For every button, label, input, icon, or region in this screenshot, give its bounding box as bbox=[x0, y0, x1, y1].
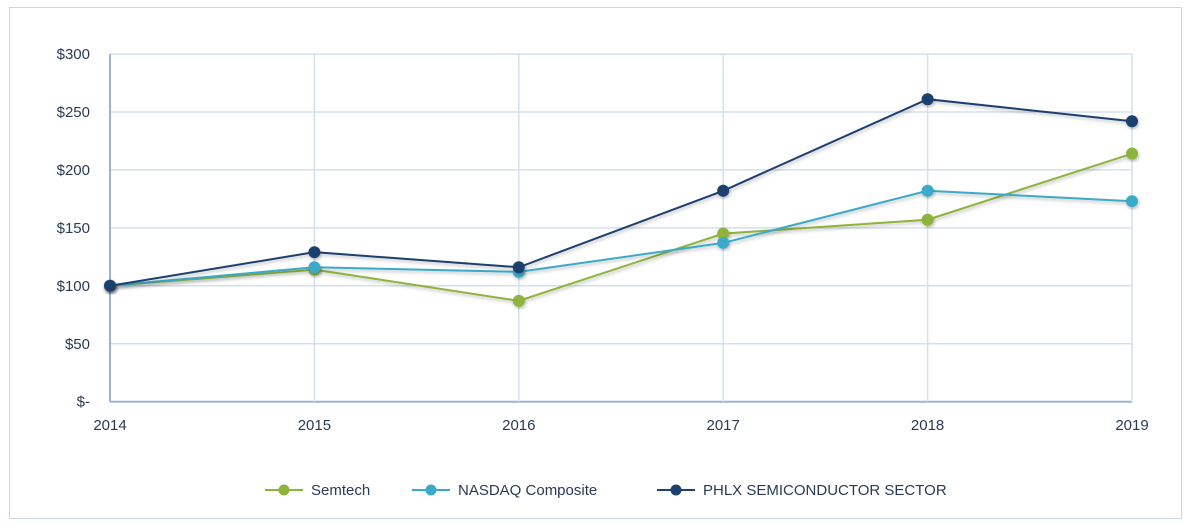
data-point bbox=[308, 246, 321, 259]
data-point bbox=[104, 279, 116, 292]
x-tick-label: 2014 bbox=[93, 417, 126, 434]
y-tick-label: $250 bbox=[57, 104, 90, 121]
x-tick-label: 2015 bbox=[298, 417, 331, 434]
legend-marker bbox=[670, 484, 682, 496]
data-point bbox=[308, 261, 321, 274]
x-tick-label: 2019 bbox=[1115, 417, 1148, 434]
series-line bbox=[109, 152, 1133, 302]
data-point bbox=[921, 93, 934, 106]
series-line bbox=[109, 98, 1133, 287]
data-point bbox=[512, 261, 525, 274]
data-point bbox=[1126, 115, 1138, 128]
data-point bbox=[512, 294, 525, 307]
legend-label: Semtech bbox=[311, 482, 370, 499]
data-point bbox=[717, 236, 730, 249]
x-tick-label: 2017 bbox=[707, 417, 740, 434]
y-tick-label: $150 bbox=[57, 220, 90, 237]
chart-frame bbox=[9, 7, 1182, 519]
data-point bbox=[717, 184, 730, 197]
legend-label: NASDAQ Composite bbox=[458, 482, 597, 499]
legend-marker bbox=[425, 484, 437, 496]
y-tick-label: $- bbox=[77, 394, 90, 411]
y-tick-label: $200 bbox=[57, 162, 90, 179]
y-tick-label: $100 bbox=[57, 278, 90, 295]
data-point bbox=[717, 227, 730, 240]
y-tick-label: $50 bbox=[65, 336, 90, 353]
x-tick-label: 2018 bbox=[911, 417, 944, 434]
legend-marker bbox=[278, 484, 290, 496]
x-tick-label: 2016 bbox=[502, 417, 535, 434]
data-point bbox=[921, 184, 934, 197]
series-line bbox=[109, 189, 1133, 287]
data-point bbox=[1126, 195, 1138, 208]
data-point bbox=[921, 213, 934, 226]
data-point bbox=[1126, 147, 1138, 160]
legend-label: PHLX SEMICONDUCTOR SECTOR bbox=[703, 482, 947, 499]
y-tick-label: $300 bbox=[57, 46, 90, 63]
